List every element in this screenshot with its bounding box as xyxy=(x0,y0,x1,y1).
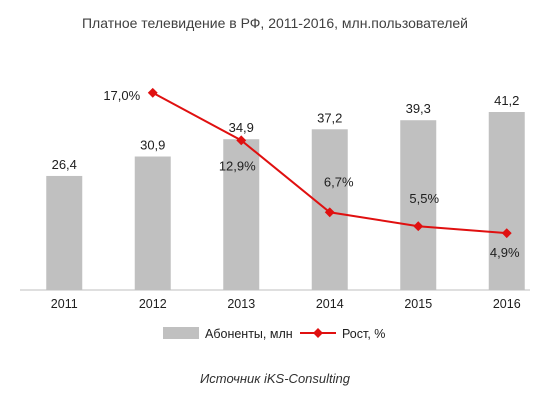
line-point-2016 xyxy=(501,228,512,239)
bar-value-label-2014: 37,2 xyxy=(317,110,342,125)
bar-value-label-2013: 34,9 xyxy=(229,120,254,135)
bar-2016 xyxy=(488,112,525,291)
x-tick-2012: 2012 xyxy=(139,297,167,311)
legend-swatch-bars xyxy=(163,327,199,339)
x-tick-2015: 2015 xyxy=(404,297,432,311)
x-tick-2013: 2013 xyxy=(227,297,255,311)
legend: Абоненты, млн Рост, % xyxy=(163,327,385,341)
bar-value-label-2011: 26,4 xyxy=(52,157,77,172)
legend-label-line: Рост, % xyxy=(342,327,385,341)
line-value-label-2013: 12,9% xyxy=(219,158,256,173)
bar-2013 xyxy=(223,139,260,290)
bar-value-labels: 26,4 30,9 34,9 37,2 39,3 41,2 xyxy=(52,93,520,172)
x-tick-2014: 2014 xyxy=(316,297,344,311)
line-value-label-2015: 5,5% xyxy=(409,191,439,206)
x-tick-2016: 2016 xyxy=(493,297,521,311)
line-value-label-2014: 6,7% xyxy=(324,174,354,189)
line-point-2013 xyxy=(236,135,247,146)
source-note: Источник iKS-Consulting xyxy=(200,371,351,386)
bar-value-label-2015: 39,3 xyxy=(406,101,431,116)
line-point-2015 xyxy=(413,221,424,232)
bar-series xyxy=(46,112,525,291)
line-series xyxy=(147,87,512,239)
chart-title: Платное телевидение в РФ, 2011-2016, млн… xyxy=(82,15,468,31)
line-value-label-2012: 17,0% xyxy=(103,88,140,103)
line-point-2012 xyxy=(147,87,158,98)
x-tick-labels: 2011 2012 2013 2014 2015 2016 xyxy=(51,297,521,311)
bar-2012 xyxy=(134,156,171,290)
bar-value-label-2012: 30,9 xyxy=(140,138,165,153)
x-tick-2011: 2011 xyxy=(51,297,78,311)
line-value-label-2016: 4,9% xyxy=(490,245,520,260)
bar-2015 xyxy=(400,120,437,290)
bar-2011 xyxy=(46,175,83,290)
line-point-2014 xyxy=(324,207,335,218)
bar-value-label-2016: 41,2 xyxy=(494,93,519,108)
legend-marker-line xyxy=(313,328,323,338)
legend-label-bars: Абоненты, млн xyxy=(205,327,293,341)
line-value-labels: 17,0% 12,9% 6,7% 5,5% 4,9% xyxy=(103,88,520,260)
